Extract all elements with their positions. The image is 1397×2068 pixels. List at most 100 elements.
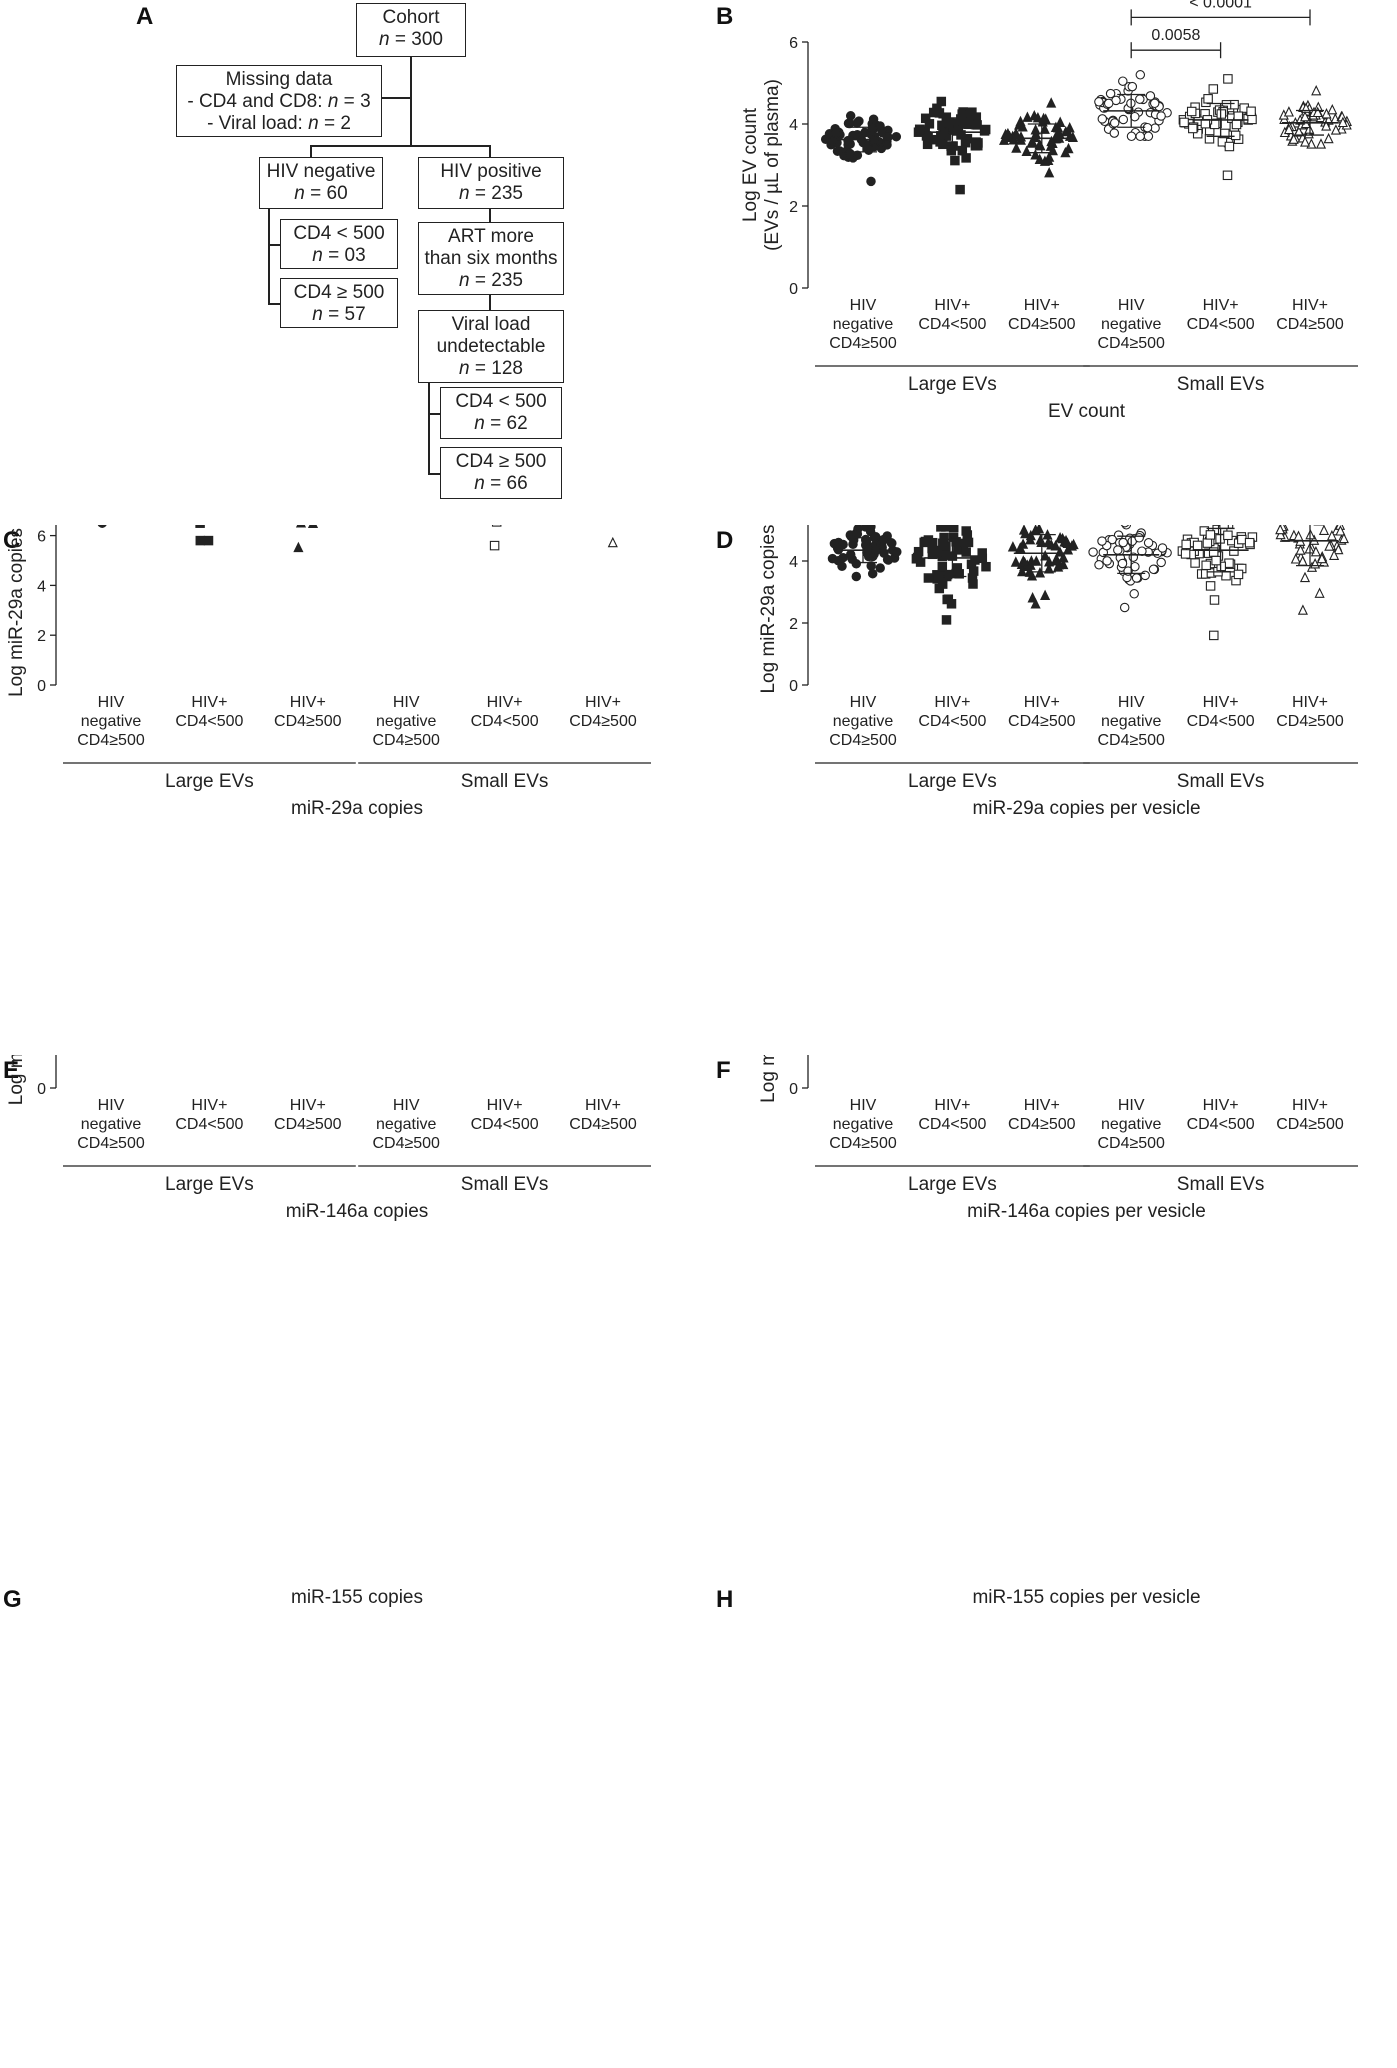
data-point xyxy=(968,566,979,576)
group-label-small: Small EVs xyxy=(461,1174,549,1195)
panel-letter-h: H xyxy=(716,1586,734,1613)
x-tick-label: CD4≥500 xyxy=(829,335,897,352)
x-tick-label: CD4≥500 xyxy=(372,732,440,749)
flow-connector xyxy=(489,295,491,310)
data-point xyxy=(1181,539,1191,550)
flow-connector xyxy=(410,57,412,145)
y-tick-label: 0 xyxy=(789,678,798,695)
group-label-large: Large EVs xyxy=(908,1174,997,1195)
data-point xyxy=(1120,525,1130,528)
panel-letter-d: D xyxy=(716,527,734,554)
data-point xyxy=(852,118,862,128)
y-tick-label: 0 xyxy=(789,1081,798,1098)
x-tick-label: HIV xyxy=(1118,694,1145,711)
data-point xyxy=(1094,97,1104,107)
panel-letter-a: A xyxy=(136,3,154,30)
x-tick-label: HIV+ xyxy=(290,694,326,711)
flow-connector xyxy=(489,145,491,157)
data-point xyxy=(1312,106,1323,118)
data-point xyxy=(941,615,952,625)
data-point xyxy=(851,571,862,582)
data-point xyxy=(1109,128,1120,138)
data-point xyxy=(920,113,931,124)
x-tick-label: negative xyxy=(1101,713,1162,730)
data-point xyxy=(941,525,951,532)
data-point xyxy=(1283,123,1295,135)
x-tick-label: HIV+ xyxy=(487,694,523,711)
data-point xyxy=(868,114,879,124)
chart-title: miR-155 copies per vesicle xyxy=(972,1587,1200,1608)
x-tick-label: negative xyxy=(81,713,142,730)
data-point xyxy=(942,594,952,605)
y-tick-label: 0 xyxy=(37,1081,46,1098)
flow-connector xyxy=(428,473,440,475)
x-tick-label: HIV+ xyxy=(1203,297,1239,314)
x-tick-label: HIV+ xyxy=(1203,1097,1239,1114)
x-tick-label: HIV xyxy=(98,1097,125,1114)
data-point xyxy=(1035,139,1046,151)
data-point xyxy=(1029,109,1040,121)
x-tick-label: CD4≥500 xyxy=(77,1135,145,1152)
data-point xyxy=(834,146,845,156)
x-tick-label: CD4≥500 xyxy=(1097,732,1165,749)
y-tick-label: 2 xyxy=(37,628,46,645)
x-tick-label: CD4≥500 xyxy=(569,713,637,730)
data-point xyxy=(1011,142,1022,153)
data-point xyxy=(1025,559,1036,570)
p-value-label: 0.0058 xyxy=(1151,27,1200,44)
chart-c: 0246810Log miR-29a copies / µg of RNAHIV… xyxy=(6,525,651,819)
data-point xyxy=(923,132,933,143)
x-tick-label: HIV xyxy=(1118,297,1145,314)
x-tick-label: CD4≥500 xyxy=(372,1135,440,1152)
data-point xyxy=(1329,549,1340,560)
data-point xyxy=(1109,118,1120,128)
x-tick-label: CD4<500 xyxy=(471,1116,539,1133)
x-tick-label: HIV+ xyxy=(1292,694,1328,711)
x-tick-label: HIV xyxy=(850,1097,877,1114)
data-point xyxy=(1015,542,1026,553)
viral-cd4-high-box: CD4 ≥ 500 n = 66 xyxy=(440,447,562,499)
x-tick-label: HIV xyxy=(1118,1097,1145,1114)
flow-connector xyxy=(428,383,430,473)
data-point xyxy=(1222,170,1233,181)
y-tick-label: 0 xyxy=(789,281,798,298)
data-point xyxy=(1208,84,1219,94)
panel-letter-e: E xyxy=(3,1057,20,1084)
data-point xyxy=(1318,525,1330,535)
data-point xyxy=(1200,118,1211,129)
group-label-large: Large EVs xyxy=(165,771,254,792)
data-point xyxy=(1237,534,1247,545)
data-point xyxy=(1051,553,1062,564)
data-point xyxy=(1179,117,1189,128)
viral-load-box: Viral load undetectable n = 128 xyxy=(418,310,564,383)
data-point xyxy=(1295,544,1306,555)
data-point xyxy=(1129,589,1139,599)
data-point xyxy=(307,525,319,529)
data-point xyxy=(1097,114,1108,124)
x-tick-label: CD4≥500 xyxy=(569,1116,637,1133)
data-point xyxy=(937,561,948,572)
x-tick-label: CD4≥500 xyxy=(829,732,897,749)
data-point xyxy=(1088,547,1098,557)
missing-data-title: Missing data xyxy=(225,69,333,90)
data-point xyxy=(891,131,902,142)
x-tick-label: negative xyxy=(81,1116,142,1133)
data-point xyxy=(1310,545,1321,557)
data-point xyxy=(1283,106,1294,117)
data-point xyxy=(1117,558,1128,569)
data-point xyxy=(1221,570,1231,581)
chart-title: miR-146a copies xyxy=(286,1201,429,1222)
data-point xyxy=(1247,114,1257,125)
y-tick-label: 2 xyxy=(789,616,798,633)
x-tick-label: HIV xyxy=(850,694,877,711)
data-point xyxy=(948,525,959,533)
x-tick-label: HIV+ xyxy=(934,297,970,314)
x-tick-label: CD4<500 xyxy=(918,713,986,730)
x-tick-label: CD4≥500 xyxy=(1008,316,1076,333)
data-point xyxy=(1044,151,1055,162)
data-point xyxy=(1068,538,1079,550)
data-point xyxy=(1040,589,1051,601)
x-tick-label: CD4≥500 xyxy=(1276,713,1344,730)
data-point xyxy=(1126,131,1137,142)
